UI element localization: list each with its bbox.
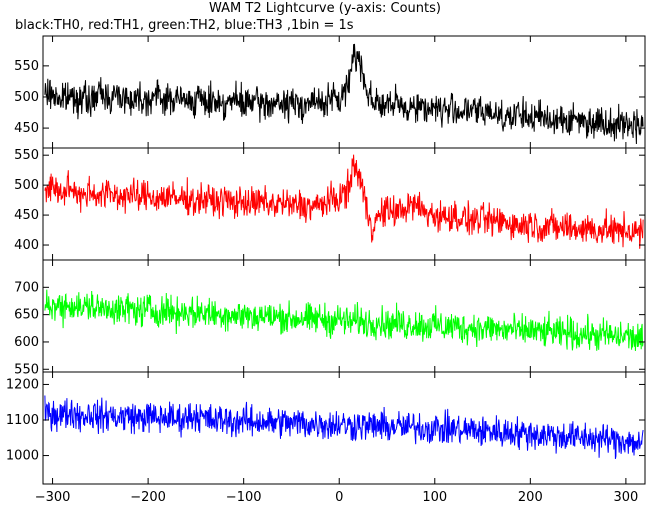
panel-th3: 1000 1100 1200 [6,371,646,485]
y-tick-label: 550 [14,59,39,74]
series-line-th0 [44,43,644,145]
chart-title: WAM T2 Lightcurve (y-axis: Counts) [209,1,441,16]
y-tick-label: 450 [14,121,39,136]
x-tick-label: 100 [422,490,447,505]
series-line-th2 [44,289,644,352]
y-tick-label: 500 [14,178,39,193]
y-tick-label: 1200 [6,377,39,392]
x-tick-label: 0 [335,490,343,505]
panel-th2: 550 600 650 700 [14,259,646,377]
y-tick-label: 500 [14,90,39,105]
y-tick-label: 400 [14,238,39,253]
panel-th0: 450 500 550 [14,35,646,149]
series-line-th3 [44,395,644,459]
panel-th1: 400 450 500 550 [14,147,646,261]
y-tick-label: 450 [14,208,39,223]
x-tick-label: −300 [35,490,71,505]
x-tick-label: 300 [613,490,638,505]
y-tick-label: 550 [14,362,39,377]
y-tick-label: 550 [14,148,39,163]
x-tick-label: 200 [518,490,543,505]
x-tick-label: −100 [226,490,262,505]
panel-frame [42,147,646,261]
y-tick-label: 1000 [6,449,39,464]
y-tick-label: 650 [14,308,39,323]
x-tick-label: −200 [130,490,166,505]
series-line-th1 [44,154,644,249]
y-tick-label: 1100 [6,413,39,428]
chart-subtitle: black:TH0, red:TH1, green:TH2, blue:TH3 … [15,18,354,33]
y-tick-label: 700 [14,280,39,295]
y-tick-label: 600 [14,335,39,350]
panel-frame [42,371,646,485]
